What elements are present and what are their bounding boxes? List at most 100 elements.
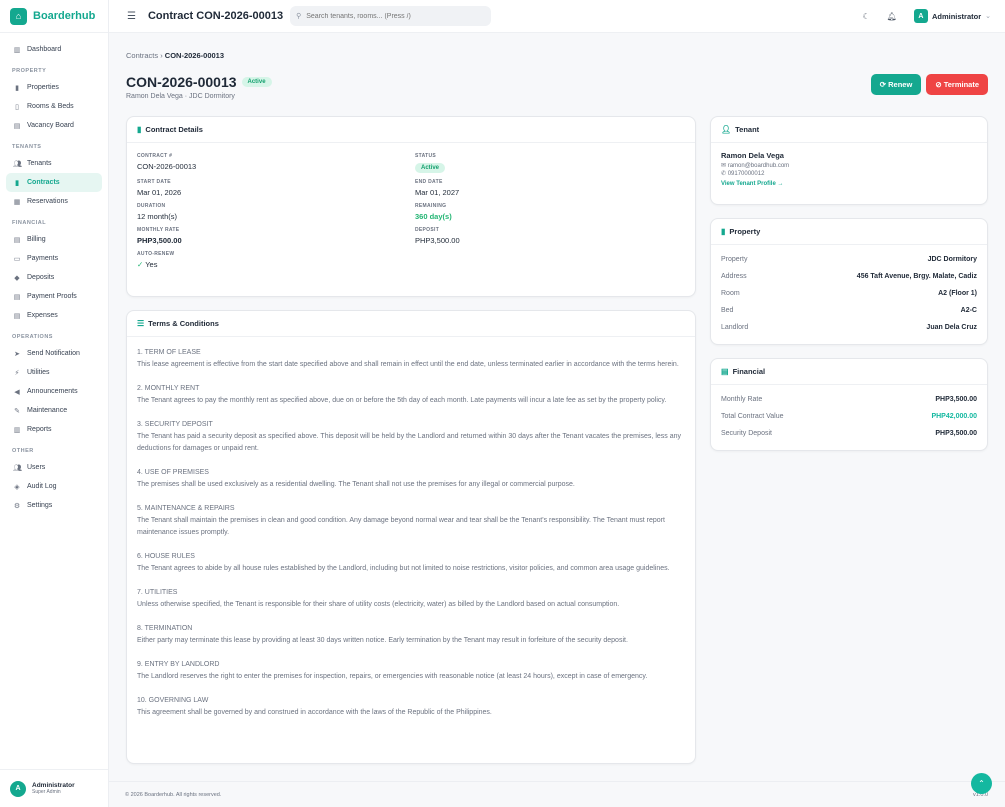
dark-mode-icon[interactable]: ☾ xyxy=(862,11,870,21)
sidebar-item-contracts[interactable]: ▮ Contracts xyxy=(6,173,102,192)
property-row-landlord: Landlord Juan Dela Cruz xyxy=(711,319,987,336)
search-box[interactable]: ⚲ xyxy=(290,6,492,26)
sidebar-item-settings[interactable]: ⚙ Settings xyxy=(6,496,102,515)
phone-icon: ✆ xyxy=(721,171,728,177)
scroll-to-top-button[interactable]: ⌃ xyxy=(971,773,992,794)
sidebar-item-label: Send Notification xyxy=(27,350,80,357)
term-text: The Tenant agrees to abide by all house … xyxy=(137,565,670,572)
bell-icon[interactable]: 🔔︎ xyxy=(886,11,897,21)
bed-label: Bed xyxy=(721,307,734,314)
sidebar: ⌂ Boarderhub ▥ Dashboard PROPERTY ▮ Properti… xyxy=(0,0,109,807)
user-avatar[interactable]: A xyxy=(913,9,928,23)
term-text: Either party may terminate this lease by… xyxy=(137,637,628,644)
sidebar-item-maintenance[interactable]: ✎ Maintenance xyxy=(6,401,102,420)
breadcrumb-parent[interactable]: Contracts xyxy=(126,51,159,60)
terminate-button[interactable]: ⊘ Terminate xyxy=(926,74,988,95)
chevron-down-icon[interactable]: ⌄ xyxy=(985,13,991,20)
field-monthly-rate: MONTHLY RATE PHP3,500.00 xyxy=(137,227,415,245)
sidebar-item-properties[interactable]: ▮ Properties xyxy=(6,78,102,97)
sidebar-item-deposits[interactable]: ◆ Deposits xyxy=(6,268,102,287)
sidebar-item-tenants[interactable]: 👥︎ Tenants xyxy=(6,154,102,173)
users-icon: 👥︎ xyxy=(13,464,22,472)
megaphone-icon: ◀ xyxy=(14,388,20,396)
sidebar-item-send-notification[interactable]: ➤ Send Notification xyxy=(6,344,102,363)
term-heading: 7. UTILITIES xyxy=(137,589,178,596)
page-subtitle: Ramon Dela Vega · JDC Dormitory xyxy=(126,93,235,100)
term-clause: 3. SECURITY DEPOSIT The Tenant has paid a… xyxy=(137,419,685,455)
chevron-right-icon: › xyxy=(160,51,165,60)
contract-value: CON-2026-00013 xyxy=(137,162,197,171)
sidebar-item-dashboard[interactable]: ▥ Dashboard xyxy=(6,40,102,59)
tenant-email[interactable]: ramon@boardhub.com xyxy=(727,163,790,169)
chevron-up-icon: ⌃ xyxy=(978,779,985,788)
sidebar-item-vacancy-board[interactable]: ▤ Vacancy Board xyxy=(6,116,102,135)
board-icon: ▤ xyxy=(13,122,21,130)
shield-icon: ◈ xyxy=(14,483,20,491)
financial-row-monthly-rate: Monthly Rate PHP3,500.00 xyxy=(711,391,987,408)
receipt-icon: ▤ xyxy=(13,293,21,301)
sidebar-item-reservations[interactable]: ▦ Reservations xyxy=(6,192,102,211)
renew-button[interactable]: ⟳ Renew xyxy=(870,74,922,95)
field-end-date: END DATE Mar 01, 2027 xyxy=(415,179,685,197)
term-text: The Tenant has paid a security deposit a… xyxy=(137,433,681,452)
status-label: STATUS xyxy=(415,153,437,159)
end-date-label: END DATE xyxy=(415,179,443,185)
sidebar-item-billing[interactable]: ▤ Billing xyxy=(6,230,102,249)
term-clause: 5. MAINTENANCE & REPAIRS The Tenant shall… xyxy=(137,503,685,539)
sidebar-nav: ▥ Dashboard PROPERTY ▮ Properties ▯ Rooms & Be… xyxy=(0,33,108,515)
terminate-label: Terminate xyxy=(943,80,979,89)
sidebar-item-label: Maintenance xyxy=(27,407,68,414)
term-heading: 5. MAINTENANCE & REPAIRS xyxy=(137,505,235,512)
term-heading: 1. TERM OF LEASE xyxy=(137,349,201,356)
view-tenant-profile-link[interactable]: View Tenant Profile → xyxy=(721,181,784,187)
term-clause: 4. USE OF PREMISES The premises shall be … xyxy=(137,467,685,491)
sidebar-item-payment-proofs[interactable]: ▤ Payment Proofs xyxy=(6,287,102,306)
remaining-value: 360 day(s) xyxy=(415,212,452,221)
term-heading: 8. TERMINATION xyxy=(137,625,193,632)
user-name: Administrator xyxy=(32,782,75,789)
landlord-value: Juan Dela Cruz xyxy=(926,324,977,331)
sidebar-item-payments[interactable]: ▭ Payments xyxy=(6,249,102,268)
deposit-label: DEPOSIT xyxy=(415,227,440,233)
search-input[interactable] xyxy=(306,12,477,20)
chart-icon: ▥ xyxy=(13,426,21,434)
address-label: Address xyxy=(721,273,747,280)
term-clause: 2. MONTHLY RENT The Tenant agrees to pay … xyxy=(137,383,685,407)
financial-card: ▤ Financial Monthly Rate PHP3,500.00 Total … xyxy=(710,358,988,451)
term-clause: 10. GOVERNING LAW This agreement shall be… xyxy=(137,695,685,719)
bed-value: A2-C xyxy=(960,307,977,314)
sidebar-item-announcements[interactable]: ◀ Announcements xyxy=(6,382,102,401)
term-text: Unless otherwise specified, the Tenant i… xyxy=(137,601,620,608)
sidebar-section-label: OPERATIONS xyxy=(12,334,53,340)
remaining-label: REMAINING xyxy=(415,203,447,209)
duration-value: 12 month(s) xyxy=(137,212,178,221)
sidebar-item-utilities[interactable]: ⚡︎ Utilities xyxy=(6,363,102,382)
sidebar-item-expenses[interactable]: ▤ Expenses xyxy=(6,306,102,325)
property-row-address: Address 456 Taft Avenue, Brgy. Malate, Ca… xyxy=(711,268,987,285)
renew-label: Renew xyxy=(888,80,913,89)
field-start-date: START DATE Mar 01, 2026 xyxy=(137,179,415,197)
wrench-icon: ✎ xyxy=(14,407,20,415)
sidebar-item-reports[interactable]: ▥ Reports xyxy=(6,420,102,439)
menu-icon[interactable]: ☰ xyxy=(127,10,136,22)
sidebar-item-audit-log[interactable]: ◈ Audit Log xyxy=(6,477,102,496)
term-heading: 9. ENTRY BY LANDLORD xyxy=(137,661,220,668)
sidebar-item-label: Expenses xyxy=(27,312,58,319)
sidebar-user[interactable]: A Administrator Super Admin xyxy=(0,769,108,807)
sidebar-item-rooms-beds[interactable]: ▯ Rooms & Beds xyxy=(6,97,102,116)
sidebar-item-users[interactable]: 👥︎ Users xyxy=(6,458,102,477)
sidebar-section-label: OTHER xyxy=(12,448,34,454)
financial-row-total-contract-value: Total Contract Value PHP42,000.00 xyxy=(711,408,987,425)
brand[interactable]: ⌂ Boarderhub xyxy=(0,0,108,33)
dashboard-icon: ▥ xyxy=(13,46,21,54)
user-menu[interactable]: Administrator xyxy=(931,11,982,21)
end-date-value: Mar 01, 2027 xyxy=(415,188,460,197)
breadcrumb-current: CON-2026-00013 xyxy=(164,51,224,60)
monthly-rate-label: Monthly Rate xyxy=(721,396,763,403)
auto-renew-value: Yes xyxy=(145,260,158,269)
sidebar-section-label: TENANTS xyxy=(12,144,42,150)
money-icon: ▤ xyxy=(721,367,729,376)
user-role: Super Admin xyxy=(32,789,61,795)
sidebar-item-label: Deposits xyxy=(27,274,55,281)
property-row-property: Property JDC Dormitory xyxy=(711,251,987,268)
